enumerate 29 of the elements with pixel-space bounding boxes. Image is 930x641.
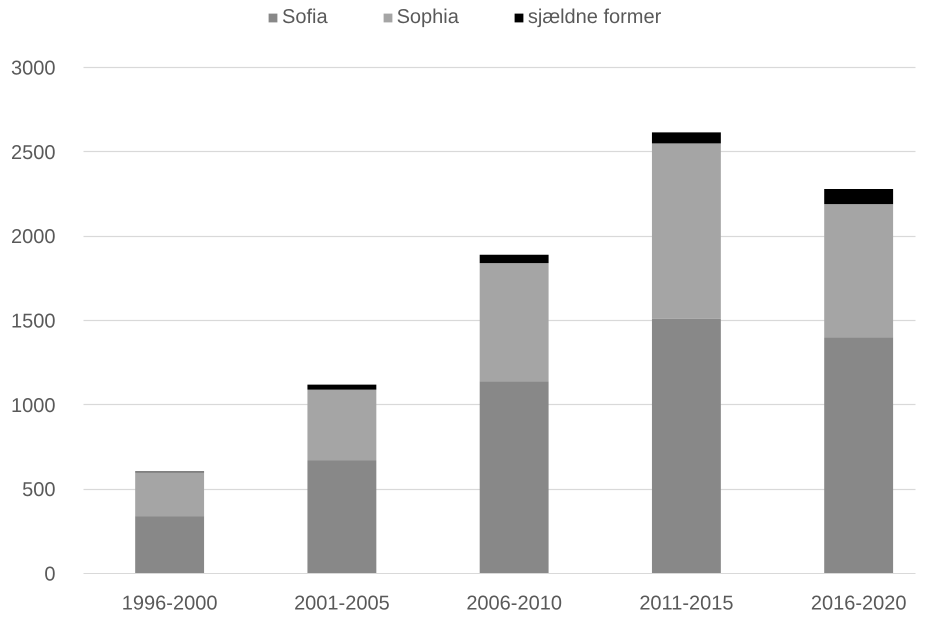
legend-label: sjældne former: [528, 6, 662, 29]
y-tick-label: 2000: [11, 226, 56, 248]
x-tick-label: 2006-2010: [466, 592, 562, 614]
y-tick-label: 3000: [11, 58, 56, 80]
bar: [307, 390, 376, 460]
y-tick-label: 0: [44, 564, 56, 586]
bar: [824, 204, 894, 338]
bar: [480, 254, 549, 264]
bar: [307, 384, 376, 390]
bar: [824, 188, 894, 204]
x-tick-label: 1996-2000: [122, 592, 218, 614]
legend-label: Sofia: [282, 6, 328, 29]
bar: [652, 132, 721, 144]
bar: [135, 516, 204, 574]
x-tick-label: 2011-2015: [639, 592, 734, 614]
y-tick-label: 1500: [11, 310, 56, 332]
legend-label: Sophia: [396, 6, 459, 29]
y-tick-label: 500: [22, 479, 56, 502]
bar: [135, 472, 204, 516]
x-tick-label: 2016-2020: [810, 592, 906, 614]
y-tick-label: 2500: [11, 142, 56, 164]
x-tick-label: 2001-2005: [294, 592, 390, 614]
bar: [652, 318, 721, 574]
bar: [824, 337, 894, 574]
bar: [652, 143, 721, 319]
y-tick-label: 1000: [11, 394, 56, 417]
bar: [307, 460, 376, 574]
bar: [480, 381, 549, 574]
bar: [480, 263, 549, 382]
